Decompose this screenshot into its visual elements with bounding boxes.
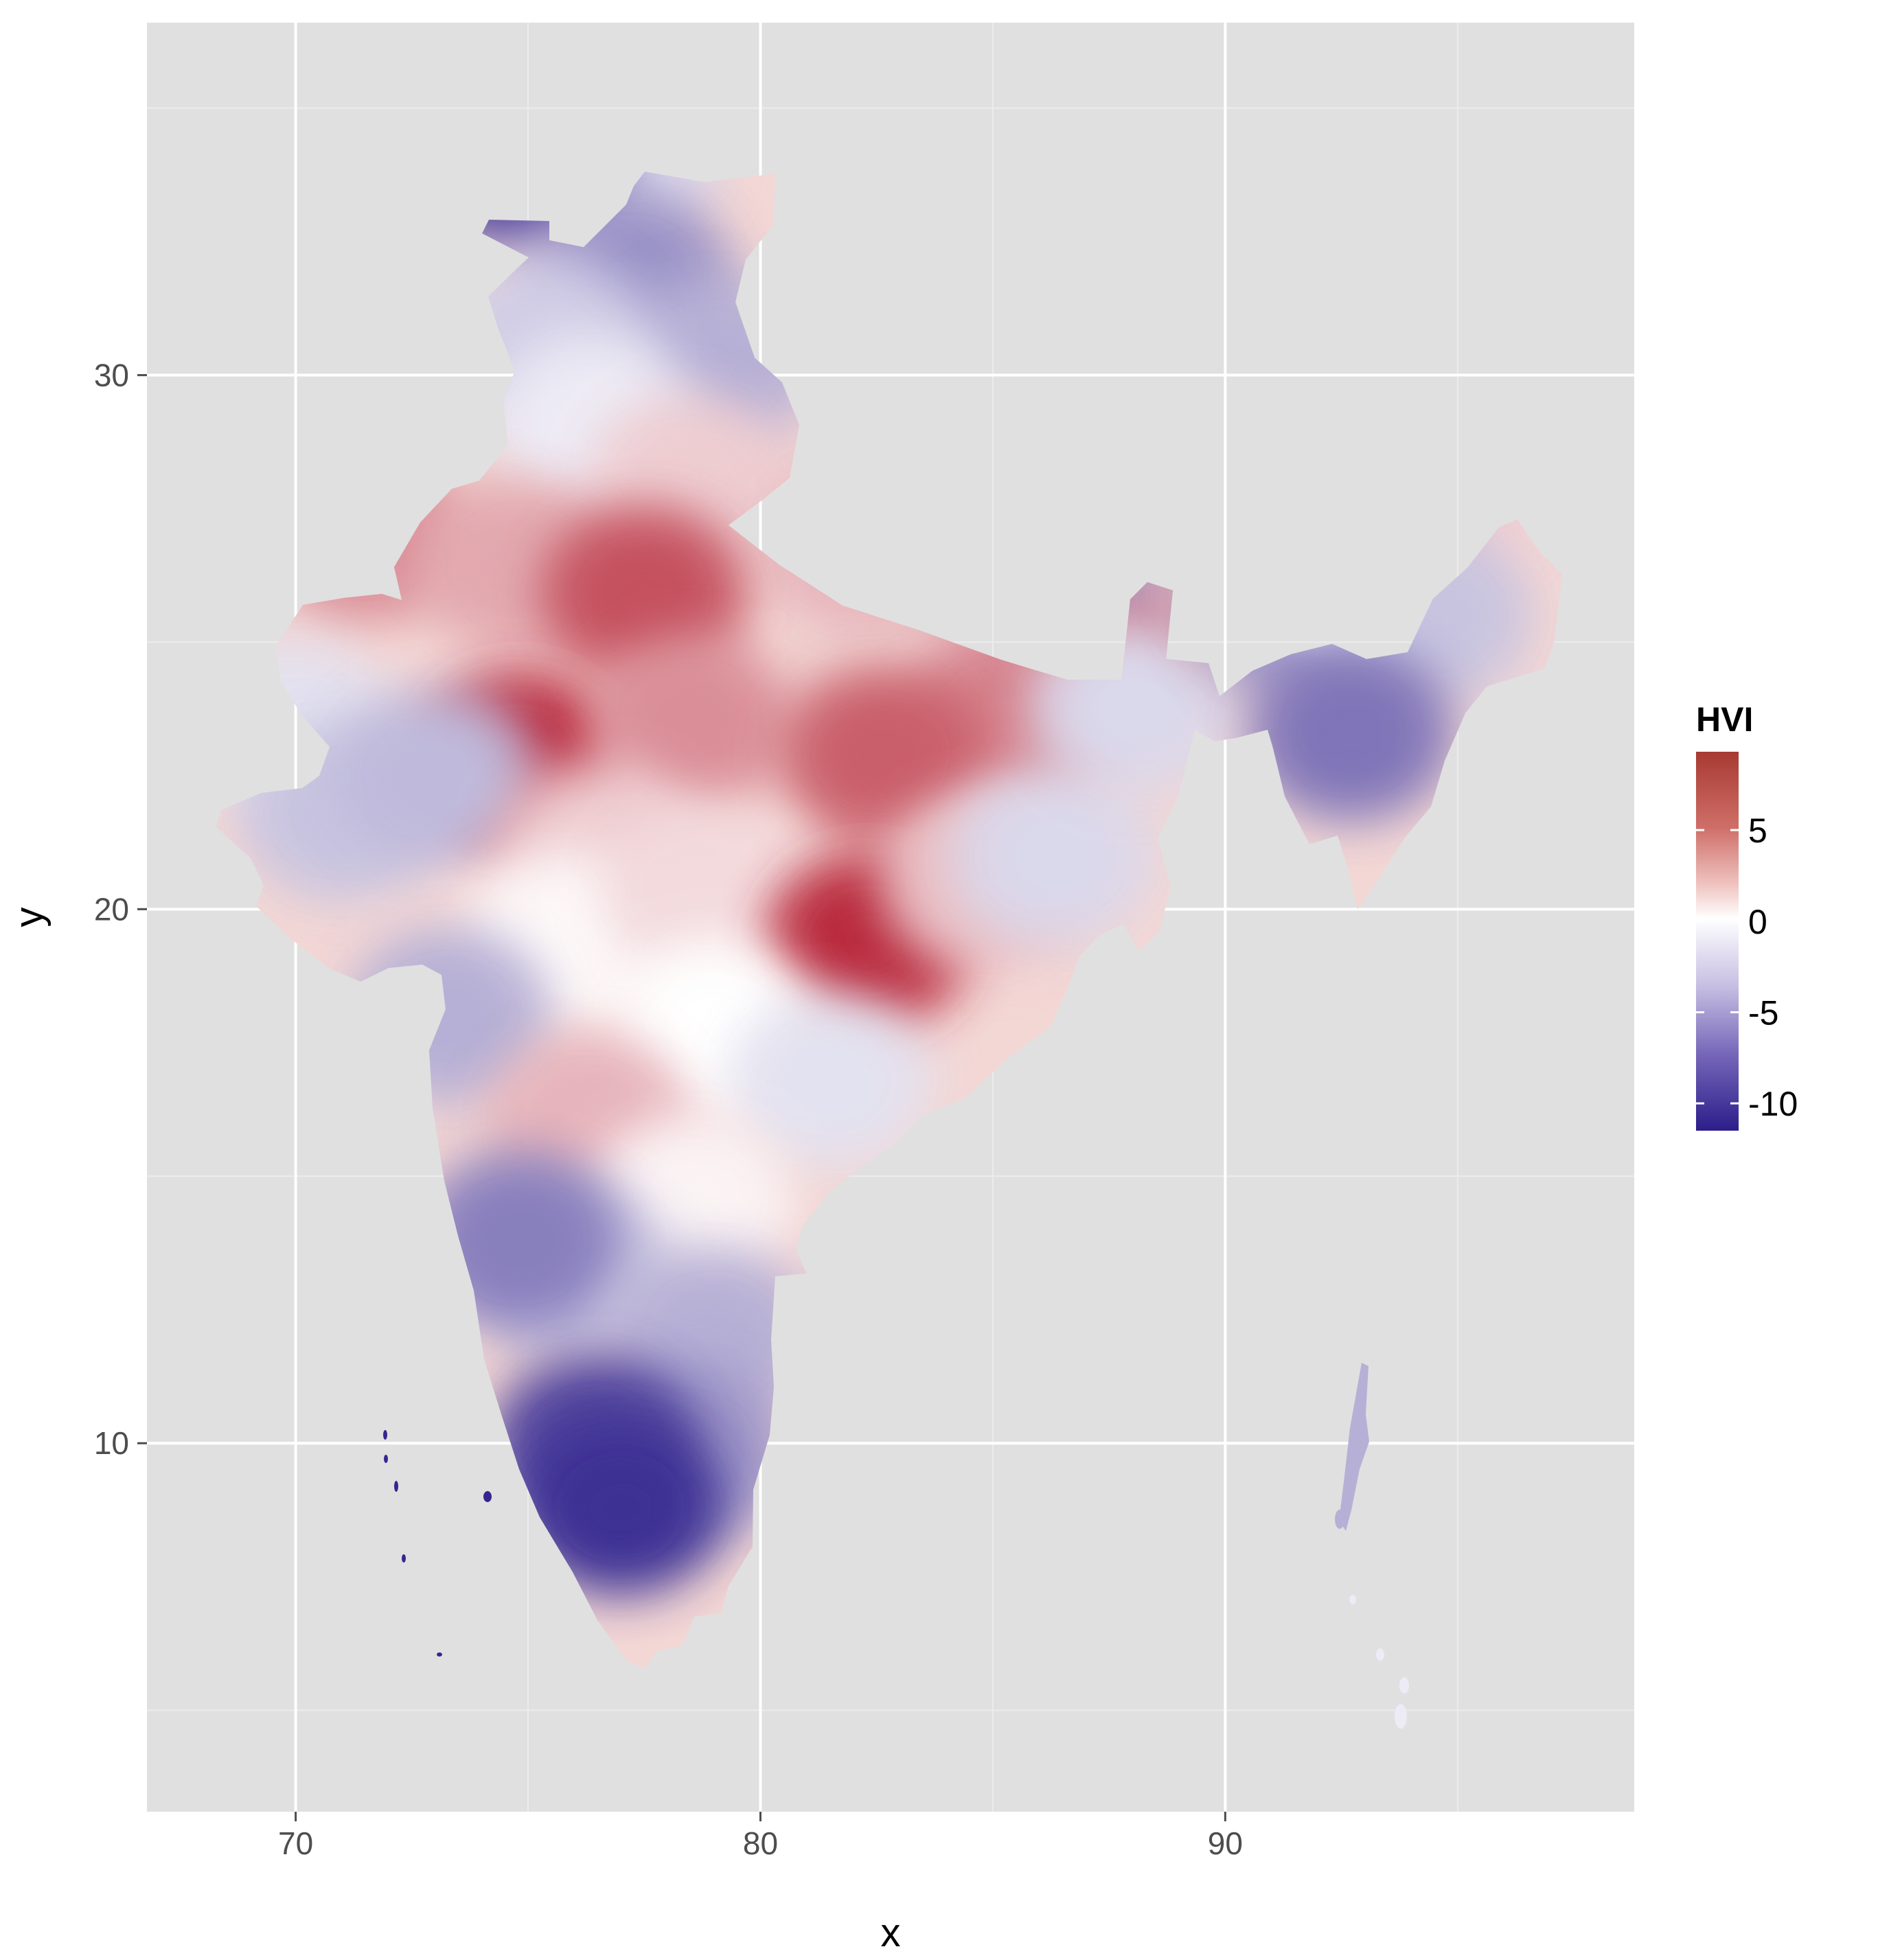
x-axis-title: x — [881, 1911, 901, 1955]
district-region-core — [1005, 814, 1101, 897]
lakshadweep-islands — [384, 1455, 388, 1463]
legend-ticks: 5 0 -5 -10 — [1696, 811, 1798, 1123]
district-region-core — [656, 851, 753, 934]
andaman-islands — [1335, 1510, 1344, 1529]
district-region-core — [833, 713, 930, 796]
y-axis: 10 20 30 — [94, 357, 147, 1461]
x-tick-label: 70 — [278, 1825, 313, 1861]
legend-tick-label: 5 — [1748, 811, 1767, 850]
lakshadweep-islands — [402, 1554, 406, 1563]
district-region-core — [642, 1162, 739, 1245]
lakshadweep-islands — [383, 1430, 387, 1440]
nicobar-islands — [1376, 1648, 1384, 1661]
district-region-core — [1084, 665, 1180, 748]
legend-title: HVI — [1696, 700, 1753, 739]
district-region-core — [387, 734, 483, 817]
y-tick-label: 20 — [94, 891, 129, 927]
x-axis: 70 80 90 — [278, 1812, 1243, 1861]
x-tick-label: 80 — [743, 1825, 778, 1861]
district-region-core — [517, 900, 614, 983]
district-region-core — [1303, 691, 1399, 774]
island-territories — [383, 1363, 1409, 1729]
lakshadweep-islands — [394, 1481, 398, 1492]
district-region-core — [642, 441, 739, 524]
legend-tick-label: -5 — [1748, 994, 1778, 1033]
nicobar-islands — [1399, 1677, 1409, 1694]
district-region-core — [665, 1295, 762, 1378]
lakshadweep-islands — [437, 1652, 442, 1657]
district-region-core — [596, 553, 693, 636]
district-region-core — [782, 1039, 879, 1122]
nicobar-islands — [1349, 1595, 1356, 1604]
district-region-core — [573, 1466, 669, 1549]
nicobar-islands — [1395, 1704, 1407, 1729]
district-region-core — [540, 1081, 637, 1164]
legend-colorbar — [1696, 752, 1739, 1131]
andaman-islands — [1339, 1363, 1369, 1531]
district-region-core — [470, 1199, 567, 1282]
y-axis-title: y — [7, 908, 51, 927]
district-region-core — [665, 323, 762, 406]
y-tick-label: 10 — [94, 1425, 129, 1461]
x-tick-label: 90 — [1208, 1825, 1243, 1861]
legend-tick-label: 0 — [1748, 903, 1767, 941]
legend: HVI 5 0 -5 -10 — [1696, 700, 1798, 1131]
lakshadweep-islands — [483, 1491, 492, 1502]
district-region-core — [642, 681, 739, 764]
legend-tick-label: -10 — [1748, 1085, 1798, 1123]
gridlines-major — [147, 23, 1634, 1812]
y-tick-label: 30 — [94, 357, 129, 393]
